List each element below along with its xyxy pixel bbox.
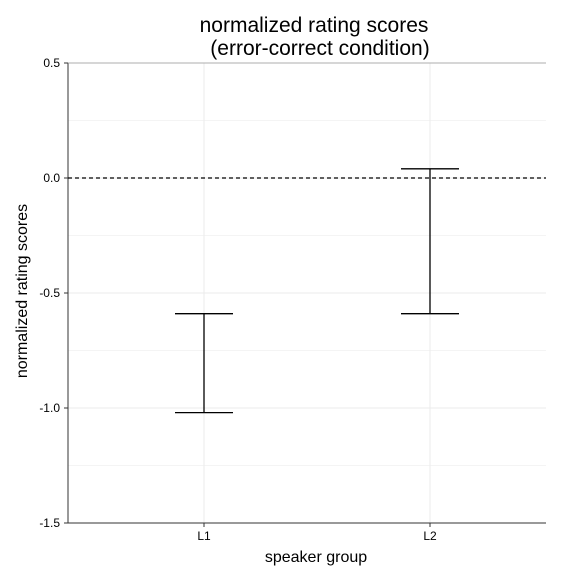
y-tick-label: -1.0 — [39, 401, 60, 415]
errorbar-l1 — [175, 313, 233, 414]
grid-layer — [68, 62, 546, 524]
chart-title-line1: normalized rating scores — [200, 14, 429, 37]
errorbar-layer — [175, 168, 459, 414]
y-tick-label: -1.5 — [39, 516, 60, 530]
errorbar-l2 — [401, 168, 459, 315]
y-tick-label: 0.0 — [43, 171, 60, 185]
x-tick-label-l2: L2 — [423, 529, 437, 543]
x-tick-label-l1: L1 — [197, 529, 211, 543]
tick-layer: 0.5 0.0 -0.5 -1.0 -1.5 L1 L2 — [39, 56, 437, 543]
chart-title-line2: (error-correct condition) — [210, 37, 429, 60]
y-tick-label: -0.5 — [39, 286, 60, 300]
x-axis-title: speaker group — [265, 549, 367, 566]
y-tick-label: 0.5 — [43, 56, 60, 70]
y-axis-title: normalized rating scores — [14, 204, 31, 378]
